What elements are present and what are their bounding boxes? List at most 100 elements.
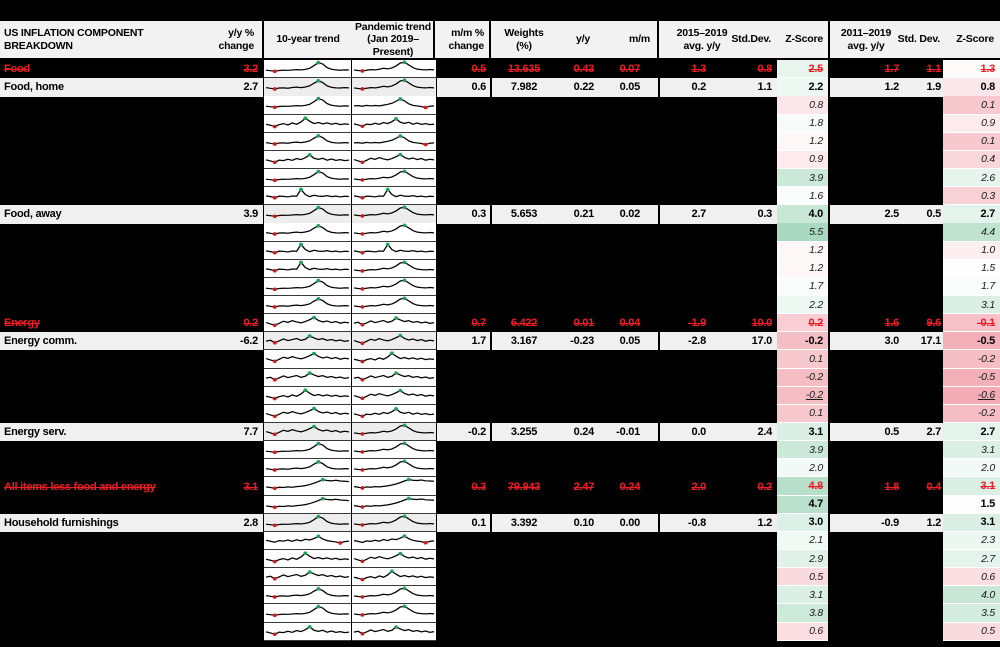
zscore-2-cell[interactable]: 0.1 [943, 132, 1000, 151]
avg-2015-2019-cell[interactable]: -0.8 [660, 513, 712, 532]
avg-2011-2019-cell[interactable]: 1.7 [884, 63, 899, 76]
row-label-cell[interactable]: Food, away 3.9 [0, 205, 263, 224]
zscore-1-cell[interactable]: -0.2 [777, 332, 828, 351]
column-header-avg-2011-2019[interactable]: 2011–2019 avg. y/y [840, 26, 892, 52]
mm-change-cell[interactable]: -0.2 [437, 423, 490, 442]
zscore-1-cell[interactable]: 3.8 [777, 604, 828, 623]
mm-change-cell[interactable]: 0.1 [437, 513, 490, 532]
zscore-2-cell[interactable]: 2.7 [943, 205, 1000, 224]
mm-value-cell[interactable]: 0.05 [598, 78, 658, 97]
row-label-cell[interactable]: Food, home 2.7 [0, 78, 263, 97]
zscore-2-cell[interactable]: 3.1 [943, 513, 1000, 532]
weights-cell[interactable]: 3.167 [492, 332, 556, 351]
avg-2015-2019-cell[interactable]: -1.9 [688, 317, 706, 330]
zscore-1-cell[interactable]: 4.8 [777, 477, 828, 496]
avg-2011-2019-cell[interactable]: 2.5 [830, 205, 903, 224]
zscore-2-cell[interactable]: 0.9 [943, 114, 1000, 133]
weights-cell[interactable]: 3.255 [492, 423, 556, 442]
zscore-2-cell[interactable]: 1.3 [943, 60, 1000, 79]
row-label-cell[interactable]: All items less food and energy 3.1 [0, 477, 263, 495]
column-header-yy[interactable]: y/y [576, 33, 590, 46]
zscore-2-cell[interactable]: 1.7 [943, 277, 1000, 297]
zscore-1-cell[interactable]: 0.1 [777, 350, 828, 369]
zscore-1-cell[interactable]: 1.6 [777, 187, 828, 206]
zscore-1-cell[interactable]: 2.5 [777, 60, 828, 79]
zscore-2-cell[interactable]: 2.7 [943, 423, 1000, 442]
yy-value-cell[interactable]: -0.23 [556, 332, 598, 351]
row-label-cell[interactable]: Energy 0.2 [0, 314, 263, 332]
yy-value-cell[interactable]: 0.22 [556, 78, 598, 97]
zscore-2-cell[interactable]: -0.5 [943, 332, 1000, 351]
zscore-1-cell[interactable]: 0.9 [777, 150, 828, 170]
zscore-1-cell[interactable]: 2.9 [777, 549, 828, 569]
zscore-1-cell[interactable]: 3.0 [777, 513, 828, 532]
mm-value-cell[interactable]: 0.07 [619, 63, 641, 76]
zscore-1-cell[interactable]: 2.0 [777, 459, 828, 478]
column-header-zscore-2[interactable]: Z-Score [956, 33, 994, 46]
avg-2011-2019-cell[interactable]: 1.8 [884, 480, 899, 493]
zscore-2-cell[interactable]: 0.6 [943, 568, 1000, 587]
zscore-1-cell[interactable]: 2.2 [777, 296, 828, 315]
zscore-2-cell[interactable]: 0.3 [943, 187, 1000, 206]
zscore-1-cell[interactable]: 3.9 [777, 169, 828, 188]
column-header-stddev-1[interactable]: Std.Dev. [731, 33, 771, 46]
mm-value-cell[interactable]: 0.02 [598, 205, 658, 224]
weights-cell[interactable]: 6.422 [510, 317, 538, 330]
mm-change-cell[interactable]: 1.7 [437, 332, 490, 351]
avg-2011-2019-cell[interactable]: 0.5 [830, 423, 903, 442]
stddev-1-cell[interactable]: 17.0 [712, 332, 777, 351]
zscore-1-cell[interactable]: 3.1 [777, 423, 828, 442]
stddev-2-cell[interactable]: 1.9 [903, 78, 943, 97]
stddev-1-cell[interactable]: 0.3 [712, 205, 777, 224]
zscore-1-cell[interactable]: 0.8 [777, 96, 828, 115]
zscore-1-cell[interactable]: 0.2 [777, 314, 828, 333]
avg-2011-2019-cell[interactable]: 1.2 [830, 78, 903, 97]
stddev-1-cell[interactable]: 0.2 [757, 480, 772, 493]
stddev-1-cell[interactable]: 2.4 [712, 423, 777, 442]
mm-change-cell[interactable]: 0.6 [437, 78, 490, 97]
stddev-2-cell[interactable]: 9.6 [926, 317, 941, 330]
avg-2015-2019-cell[interactable]: 2.7 [660, 205, 712, 224]
stddev-1-cell[interactable]: 10.0 [751, 317, 773, 330]
weights-cell[interactable]: 79.943 [507, 480, 541, 493]
row-label-cell[interactable]: Energy serv. 7.7 [0, 423, 263, 442]
column-header-mm-change[interactable]: m/m % change [448, 26, 484, 52]
stddev-2-cell[interactable]: 0.4 [926, 480, 941, 493]
mm-change-cell[interactable]: 0.3 [437, 205, 490, 224]
yy-value-cell[interactable]: 0.01 [573, 317, 595, 330]
yy-value-cell[interactable]: 0.24 [556, 423, 598, 442]
zscore-1-cell[interactable]: 0.6 [777, 622, 828, 641]
row-label-cell[interactable]: Food 3.2 [0, 60, 263, 78]
column-header-10yr-trend[interactable]: 10-year trend [276, 33, 340, 46]
row-label-cell[interactable]: Household furnishings 2.8 [0, 513, 263, 532]
zscore-2-cell[interactable]: -0.6 [943, 386, 1000, 405]
stddev-2-cell[interactable]: 0.5 [903, 205, 943, 224]
avg-2011-2019-cell[interactable]: -0.9 [830, 513, 903, 532]
weights-cell[interactable]: 3.392 [492, 513, 556, 532]
zscore-2-cell[interactable]: 3.1 [943, 477, 1000, 496]
avg-2015-2019-cell[interactable]: 0.2 [660, 78, 712, 97]
zscore-1-cell[interactable]: -0.2 [777, 386, 828, 405]
mm-value-cell[interactable]: 0.04 [619, 317, 641, 330]
stddev-2-cell[interactable]: 1.1 [926, 63, 941, 76]
weights-cell[interactable]: 7.982 [492, 78, 556, 97]
mm-value-cell[interactable]: 0.00 [598, 513, 658, 532]
zscore-2-cell[interactable]: 3.5 [943, 604, 1000, 623]
zscore-2-cell[interactable]: 2.0 [943, 459, 1000, 478]
zscore-2-cell[interactable]: 0.8 [943, 78, 1000, 97]
zscore-2-cell[interactable]: 2.6 [943, 169, 1000, 188]
zscore-2-cell[interactable]: 1.5 [943, 495, 1000, 514]
zscore-2-cell[interactable]: 0.5 [943, 622, 1000, 641]
stddev-1-cell[interactable]: 1.1 [712, 78, 777, 97]
column-header-pandemic-trend[interactable]: Pandemic trend (Jan 2019–Present) [355, 20, 431, 58]
mm-value-cell[interactable]: -0.01 [598, 423, 658, 442]
zscore-1-cell[interactable]: 2.1 [777, 531, 828, 551]
stddev-1-cell[interactable]: 0.8 [757, 63, 772, 76]
zscore-1-cell[interactable]: 2.2 [777, 78, 828, 97]
zscore-1-cell[interactable]: 1.2 [777, 132, 828, 151]
zscore-1-cell[interactable]: 1.2 [777, 241, 828, 260]
column-header-avg-2015-2019[interactable]: 2015–2019 avg. y/y [676, 26, 728, 52]
column-header-weights[interactable]: Weights (%) [504, 26, 544, 52]
zscore-1-cell[interactable]: 3.1 [777, 586, 828, 605]
column-header-mm[interactable]: m/m [629, 33, 650, 46]
